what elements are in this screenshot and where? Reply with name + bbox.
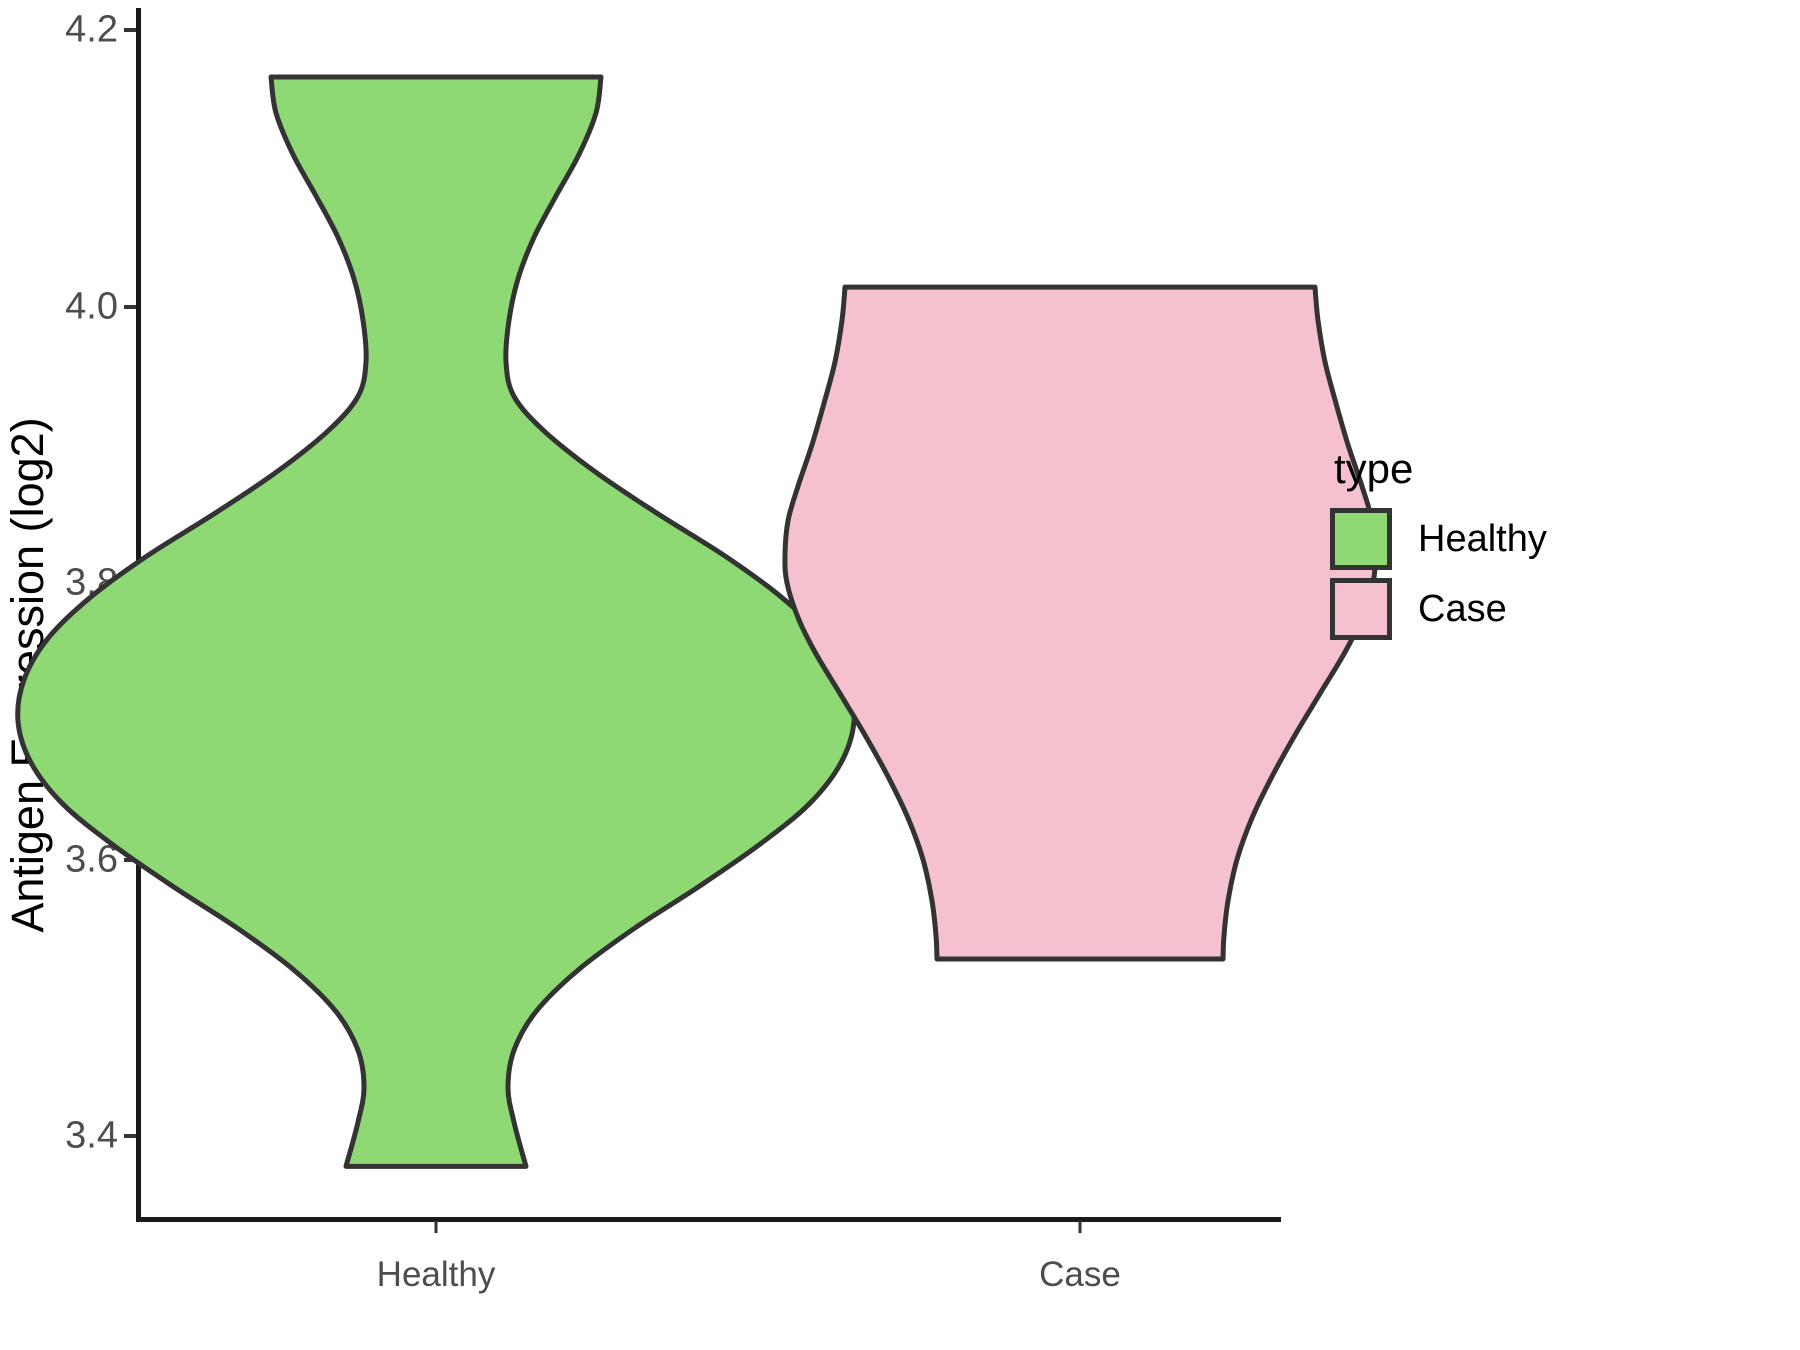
legend-item-healthy[interactable]: Healthy [1330,504,1630,574]
violin-healthy[interactable] [15,74,857,1169]
legend-item-label: Healthy [1418,517,1547,560]
y-tick-mark [124,1134,136,1138]
legend-items: Healthy Case [1330,504,1630,644]
legend-key-swatch [1330,578,1392,640]
x-tick-mark [434,1221,438,1233]
y-tick-mark [124,28,136,32]
y-tick-label: 4.2 [65,8,118,51]
x-tick-mark [1078,1221,1082,1233]
y-tick-label: 3.4 [65,1114,118,1157]
violin-case[interactable] [782,284,1378,962]
x-axis-line [136,1217,1281,1222]
legend-title: type [1334,445,1414,492]
x-tick-label: Case [1039,1255,1121,1294]
legend-item-case[interactable]: Case [1330,574,1630,644]
legend: type Healthy Case [1330,448,1630,644]
x-tick-label: Healthy [376,1255,496,1294]
y-tick-mark [124,304,136,309]
legend-item-label: Case [1418,587,1507,630]
y-tick-label: 4.0 [65,285,118,327]
legend-key-swatch [1330,508,1392,570]
